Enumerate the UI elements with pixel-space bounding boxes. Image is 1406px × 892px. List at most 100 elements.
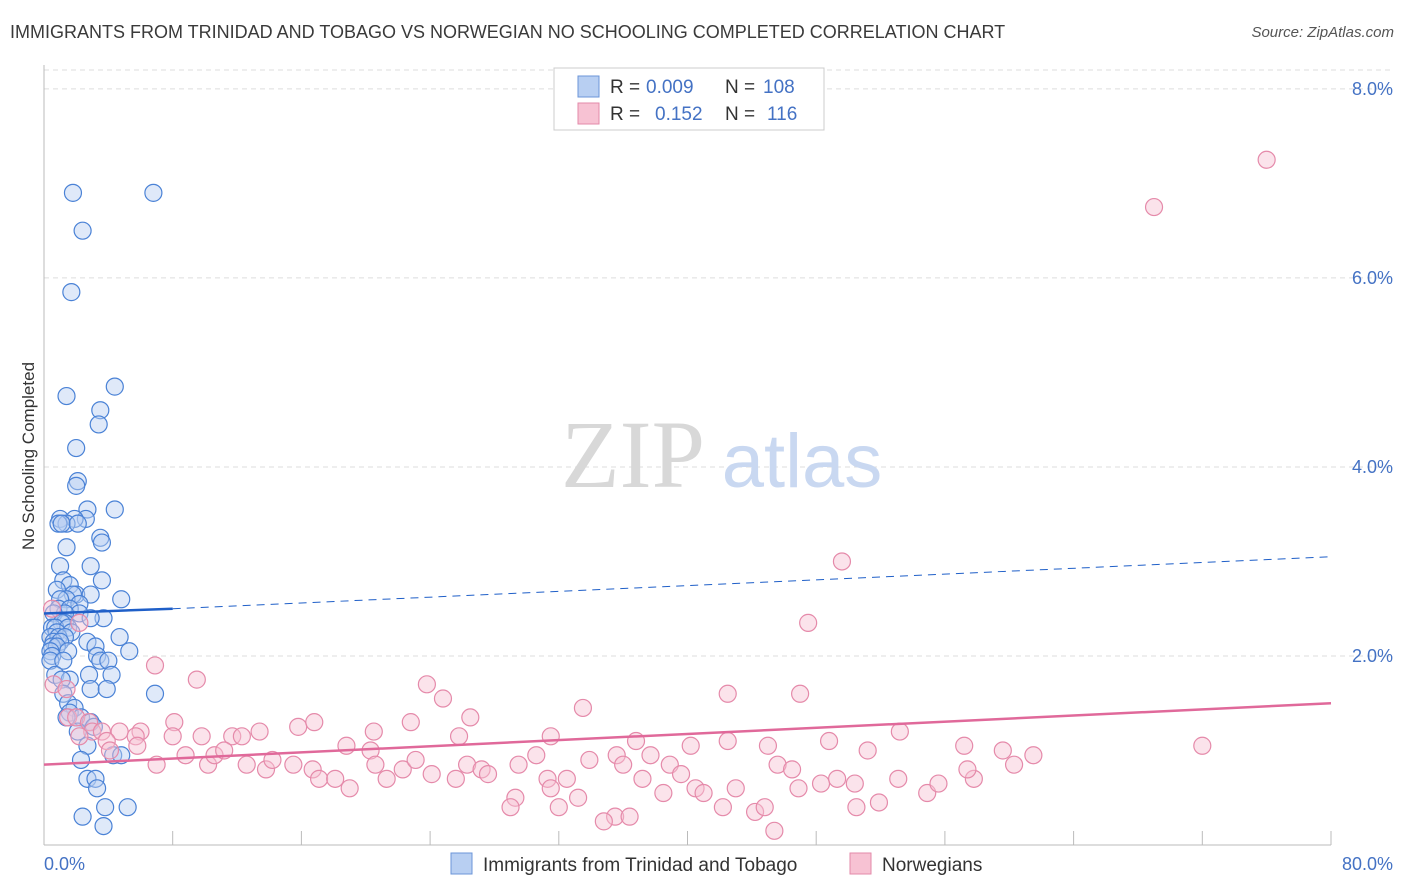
pink-point-113 <box>620 807 639 826</box>
pink-point-47 <box>890 722 909 741</box>
chart-title: IMMIGRANTS FROM TRINIDAD AND TOBAGO VS N… <box>10 22 1006 42</box>
y-tick-labels: 2.0% 4.0% 6.0% 8.0% <box>1352 79 1393 666</box>
blue-point-66 <box>54 651 73 670</box>
blue-point-93 <box>96 798 115 817</box>
pink-point-110 <box>1004 755 1024 774</box>
pink-point-18 <box>126 727 145 746</box>
pink-point-30 <box>70 727 89 746</box>
pink-point-35 <box>305 713 324 732</box>
stats-swatch-blue <box>577 75 600 98</box>
pink-point-1 <box>1144 197 1164 217</box>
pink-point-14 <box>573 698 593 718</box>
blue-point-62 <box>120 642 139 661</box>
legend-swatch-pink <box>849 852 872 875</box>
pink-point-13 <box>433 689 453 708</box>
pink-point-92 <box>694 783 713 803</box>
axes <box>43 65 1332 846</box>
pink-point-12 <box>417 675 436 694</box>
pink-point-105 <box>889 769 908 788</box>
blue-point-92 <box>87 779 107 798</box>
pink-point-104 <box>869 793 889 812</box>
stats-legend: R = 0.009 N = 108 R = 0.152 N = 116 <box>553 67 825 131</box>
pink-point-29 <box>97 731 116 751</box>
pink-point-76 <box>506 788 525 807</box>
blue-point-21 <box>92 533 112 552</box>
pink-point-45 <box>819 731 839 751</box>
blue-point-76 <box>145 684 165 703</box>
pink-point-26 <box>79 713 99 732</box>
y-tick-label-0: 2.0% <box>1352 646 1393 666</box>
pink-point-11 <box>718 684 737 703</box>
x-tick-label-min: 0.0% <box>44 854 85 874</box>
pink-point-5 <box>42 599 62 618</box>
blue-point-74 <box>81 679 100 699</box>
pink-point-49 <box>1024 746 1043 765</box>
pink-point-112 <box>594 812 613 831</box>
blue-point-23 <box>81 557 100 576</box>
pink-point-20 <box>163 727 182 746</box>
blue-point-41 <box>94 609 113 628</box>
pink-point-57 <box>237 755 256 774</box>
source-label: Source: ZipAtlas.com <box>1251 24 1394 41</box>
pink-point-96 <box>755 798 774 817</box>
pink-point-84 <box>607 746 626 765</box>
pink-point-7 <box>187 670 206 689</box>
pink-point-38 <box>449 727 469 746</box>
pink-point-46 <box>858 741 877 760</box>
pink-point-44 <box>758 736 778 755</box>
pink-point-2 <box>832 552 852 571</box>
blue-point-88 <box>112 746 131 765</box>
blue-point-6 <box>91 401 110 420</box>
stats-n-value-blue: 108 <box>763 77 795 98</box>
trend-line-blue-solid <box>43 607 173 615</box>
pink-point-107 <box>929 774 948 793</box>
pink-point-72 <box>458 755 477 774</box>
blue-point-3 <box>62 283 81 302</box>
blue-point-68 <box>99 651 118 670</box>
pink-point-94 <box>726 779 745 798</box>
stats-r-label-blue: R = <box>610 77 640 98</box>
blue-point-70 <box>79 665 99 684</box>
pink-point-81 <box>557 769 576 788</box>
pink-point-23 <box>232 727 251 746</box>
blue-point-94 <box>118 798 137 817</box>
pink-point-97 <box>768 755 787 774</box>
pink-point-33 <box>250 722 269 741</box>
pink-point-69 <box>406 750 425 770</box>
pink-point-22 <box>223 727 242 746</box>
pink-point-101 <box>828 769 847 788</box>
pink-point-28 <box>92 722 112 741</box>
stats-r-label-pink: R = <box>610 104 640 125</box>
blue-point-26 <box>92 571 112 590</box>
pink-point-63 <box>326 769 345 788</box>
pink-point-68 <box>393 760 412 779</box>
watermark-zip: ZIP <box>561 401 705 508</box>
pink-point-0 <box>1257 150 1276 169</box>
y-tick-label-1: 4.0% <box>1352 457 1393 477</box>
pink-point-62 <box>309 769 329 788</box>
pink-point-37 <box>401 713 420 732</box>
pink-point-82 <box>569 788 588 807</box>
stats-n-value-pink: 116 <box>767 104 797 125</box>
pink-point-10 <box>791 684 810 703</box>
blue-point-2 <box>73 221 92 240</box>
series-norwegians <box>42 150 1276 840</box>
blue-point-59 <box>86 637 105 656</box>
pink-point-19 <box>165 713 184 732</box>
blue-point-53 <box>110 627 129 647</box>
blue-point-7 <box>89 415 108 434</box>
pink-point-79 <box>538 769 557 788</box>
pink-point-40 <box>541 727 560 746</box>
pink-point-31 <box>100 741 120 760</box>
blue-point-75 <box>97 679 116 699</box>
blue-point-19 <box>68 514 87 533</box>
pink-point-15 <box>461 708 480 727</box>
stats-n-label-pink: N = <box>725 104 755 125</box>
blue-point-11 <box>78 500 97 519</box>
pink-point-93 <box>713 798 732 817</box>
pink-point-78 <box>527 746 546 765</box>
pink-point-108 <box>964 769 983 788</box>
pink-point-100 <box>811 774 831 793</box>
blue-point-89 <box>71 750 91 770</box>
